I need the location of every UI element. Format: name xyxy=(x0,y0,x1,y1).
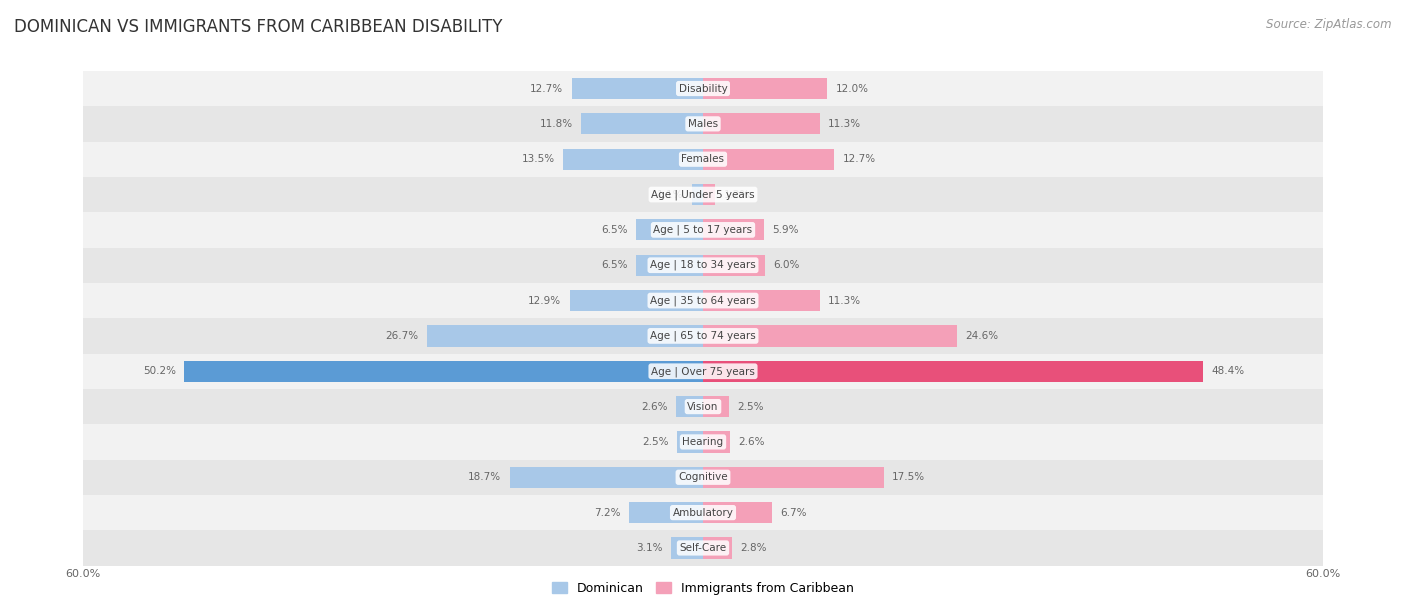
Bar xyxy=(83,389,1323,424)
Bar xyxy=(703,360,1204,382)
Text: 3.1%: 3.1% xyxy=(636,543,662,553)
Text: Ambulatory: Ambulatory xyxy=(672,507,734,518)
Text: 6.7%: 6.7% xyxy=(780,507,807,518)
Bar xyxy=(83,71,1323,106)
Text: Vision: Vision xyxy=(688,401,718,412)
Text: 12.7%: 12.7% xyxy=(530,83,564,94)
Bar xyxy=(564,149,703,170)
Text: 11.8%: 11.8% xyxy=(540,119,572,129)
Text: 2.6%: 2.6% xyxy=(641,401,668,412)
Text: Source: ZipAtlas.com: Source: ZipAtlas.com xyxy=(1267,18,1392,31)
Text: 2.8%: 2.8% xyxy=(740,543,766,553)
Text: 1.2%: 1.2% xyxy=(724,190,751,200)
Bar xyxy=(703,219,763,241)
Bar xyxy=(676,396,703,417)
Bar xyxy=(703,467,884,488)
Text: Age | Over 75 years: Age | Over 75 years xyxy=(651,366,755,376)
Text: Age | 18 to 34 years: Age | 18 to 34 years xyxy=(650,260,756,271)
Text: 48.4%: 48.4% xyxy=(1212,366,1244,376)
Text: 1.1%: 1.1% xyxy=(657,190,683,200)
Bar xyxy=(510,467,703,488)
Bar xyxy=(83,495,1323,530)
Text: 11.3%: 11.3% xyxy=(828,119,862,129)
Text: 6.5%: 6.5% xyxy=(600,260,627,271)
Text: Age | 5 to 17 years: Age | 5 to 17 years xyxy=(654,225,752,235)
Bar xyxy=(83,248,1323,283)
Text: 24.6%: 24.6% xyxy=(966,331,998,341)
Text: 60.0%: 60.0% xyxy=(1306,569,1341,579)
Legend: Dominican, Immigrants from Caribbean: Dominican, Immigrants from Caribbean xyxy=(547,577,859,600)
Text: 2.5%: 2.5% xyxy=(643,437,669,447)
Bar xyxy=(581,113,703,135)
Bar xyxy=(184,360,703,382)
Bar xyxy=(83,318,1323,354)
Text: 6.5%: 6.5% xyxy=(600,225,627,235)
Bar xyxy=(83,177,1323,212)
Text: 11.3%: 11.3% xyxy=(828,296,862,305)
Text: Age | 65 to 74 years: Age | 65 to 74 years xyxy=(650,330,756,341)
Bar xyxy=(83,354,1323,389)
Bar xyxy=(703,149,834,170)
Bar xyxy=(83,212,1323,248)
Bar xyxy=(83,424,1323,460)
Text: Age | Under 5 years: Age | Under 5 years xyxy=(651,189,755,200)
Bar xyxy=(628,502,703,523)
Text: DOMINICAN VS IMMIGRANTS FROM CARIBBEAN DISABILITY: DOMINICAN VS IMMIGRANTS FROM CARIBBEAN D… xyxy=(14,18,502,36)
Bar xyxy=(703,326,957,346)
Bar xyxy=(703,537,733,559)
Bar xyxy=(427,326,703,346)
Text: Disability: Disability xyxy=(679,83,727,94)
Text: 13.5%: 13.5% xyxy=(522,154,555,164)
Text: 12.9%: 12.9% xyxy=(529,296,561,305)
Bar xyxy=(703,502,772,523)
Text: 18.7%: 18.7% xyxy=(468,472,502,482)
Bar xyxy=(83,283,1323,318)
Text: 26.7%: 26.7% xyxy=(385,331,419,341)
Bar xyxy=(569,290,703,311)
Bar xyxy=(703,78,827,99)
Bar xyxy=(83,106,1323,141)
Text: 2.6%: 2.6% xyxy=(738,437,765,447)
Text: Cognitive: Cognitive xyxy=(678,472,728,482)
Text: Age | 35 to 64 years: Age | 35 to 64 years xyxy=(650,296,756,306)
Bar xyxy=(703,290,820,311)
Text: Males: Males xyxy=(688,119,718,129)
Text: 17.5%: 17.5% xyxy=(893,472,925,482)
Bar xyxy=(636,219,703,241)
Text: Hearing: Hearing xyxy=(682,437,724,447)
Text: 50.2%: 50.2% xyxy=(143,366,176,376)
Bar xyxy=(572,78,703,99)
Bar xyxy=(636,255,703,276)
Text: 5.9%: 5.9% xyxy=(772,225,799,235)
Bar xyxy=(678,431,703,452)
Bar xyxy=(671,537,703,559)
Text: 12.0%: 12.0% xyxy=(835,83,869,94)
Bar xyxy=(83,141,1323,177)
Text: Self-Care: Self-Care xyxy=(679,543,727,553)
Text: 7.2%: 7.2% xyxy=(593,507,620,518)
Text: 6.0%: 6.0% xyxy=(773,260,800,271)
Text: 60.0%: 60.0% xyxy=(65,569,100,579)
Bar xyxy=(703,184,716,205)
Bar xyxy=(703,113,820,135)
Bar xyxy=(703,431,730,452)
Bar xyxy=(692,184,703,205)
Bar xyxy=(703,255,765,276)
Bar xyxy=(703,396,728,417)
Text: 12.7%: 12.7% xyxy=(842,154,876,164)
Text: Females: Females xyxy=(682,154,724,164)
Text: 2.5%: 2.5% xyxy=(737,401,763,412)
Bar xyxy=(83,530,1323,565)
Bar xyxy=(83,460,1323,495)
